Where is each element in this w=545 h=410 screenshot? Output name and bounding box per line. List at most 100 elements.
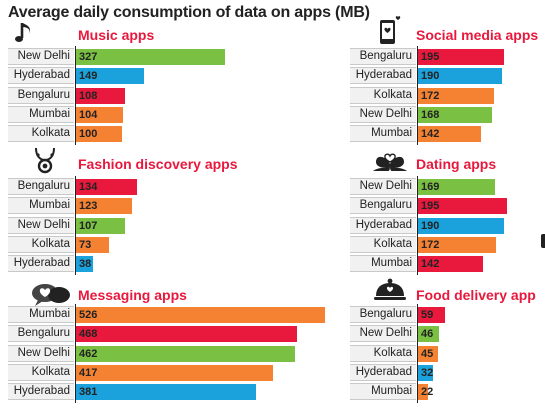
fashion-discovery-apps-label-hyderabad: Hyderabad [8,255,74,273]
social-media-apps-bar-hyderabad [418,68,502,85]
food-delivery-app-value-mumbai: 22 [421,386,434,399]
chat-heart-icon [30,282,72,313]
messaging-apps-label-bengaluru: Bengaluru [8,325,74,343]
dating-apps-label-new-delhi: New Delhi [350,178,416,195]
food-delivery-app-label-bengaluru: Bengaluru [350,306,416,323]
food-delivery-app-value-hyderabad: 32 [421,366,434,379]
messaging-apps-label-mumbai: Mumbai [8,306,74,323]
fashion-discovery-apps-value-bengaluru: 134 [79,181,98,193]
dating-apps-label-mumbai: Mumbai [350,255,416,273]
fashion-discovery-apps-bar-new-delhi [76,217,125,234]
messaging-apps-bar-kolkata [76,364,274,381]
social-media-apps-label-mumbai: Mumbai [350,125,416,143]
fashion-discovery-apps-value-mumbai: 123 [79,200,98,213]
social-media-apps-label-bengaluru: Bengaluru [350,48,416,65]
messaging-apps-bar-hyderabad [76,384,257,401]
social-media-apps-bar-new-delhi [418,106,493,123]
messaging-apps-title: Messaging apps [78,287,187,303]
fashion-discovery-apps-label-kolkata: Kolkata [8,235,74,253]
messaging-apps-value-new-delhi: 462 [79,347,98,360]
messaging-apps-value-bengaluru: 468 [79,328,98,341]
dating-apps-value-hyderabad: 190 [421,219,440,232]
food-delivery-app-bar-hyderabad [418,364,433,381]
fashion-discovery-apps-label-new-delhi: New Delhi [8,216,74,234]
fashion-discovery-apps-label-mumbai: Mumbai [8,197,74,215]
messaging-apps-value-hyderabad: 381 [79,386,98,399]
dating-apps-label-kolkata: Kolkata [350,235,416,253]
dating-apps-axis [417,176,418,275]
messaging-apps-label-new-delhi: New Delhi [8,344,74,362]
food-delivery-app-bar-new-delhi [418,326,439,343]
phone-heart-icon [374,14,404,51]
dating-apps-bar-hyderabad [418,217,505,234]
messaging-apps-value-mumbai: 526 [79,309,98,321]
dating-apps-value-mumbai: 142 [421,258,440,271]
fashion-discovery-apps-bar-bengaluru [76,179,137,195]
food-delivery-app-title: Food delivery app [416,287,536,303]
food-delivery-app-label-kolkata: Kolkata [350,344,416,362]
music-apps-label-mumbai: Mumbai [8,105,74,123]
food-delivery-app-bar-kolkata [418,345,439,362]
dating-apps-label-hyderabad: Hyderabad [350,216,416,234]
dating-apps-value-new-delhi: 169 [421,181,440,193]
social-media-apps-label-kolkata: Kolkata [350,86,416,104]
music-apps-value-bengaluru: 108 [79,89,98,102]
social-media-apps-label-hyderabad: Hyderabad [350,67,416,85]
dating-apps-bar-new-delhi [418,179,495,195]
food-delivery-app-label-hyderabad: Hyderabad [350,363,416,381]
music-apps-value-mumbai: 104 [79,108,98,121]
dating-apps-value-kolkata: 172 [421,238,440,251]
messaging-apps-value-kolkata: 417 [79,366,98,379]
social-media-apps-value-hyderabad: 190 [421,70,440,83]
dating-apps-bar-mumbai [418,256,483,273]
social-media-apps-value-kolkata: 172 [421,89,440,102]
messaging-apps-bar-mumbai [76,307,325,323]
music-apps-label-new-delhi: New Delhi [8,48,74,65]
fashion-discovery-apps-bar-mumbai [76,198,132,215]
social-media-apps-bar-mumbai [418,126,481,143]
swans-heart-icon [370,146,410,179]
dating-apps-label-bengaluru: Bengaluru [350,197,416,215]
social-media-apps-value-bengaluru: 195 [421,51,440,63]
music-apps-label-bengaluru: Bengaluru [8,86,74,104]
food-delivery-app-axis [417,304,418,403]
social-media-apps-bar-bengaluru [418,49,504,65]
music-apps-bar-bengaluru [76,87,126,104]
food-delivery-app-label-mumbai: Mumbai [350,383,416,401]
music-apps-bar-hyderabad [76,68,144,85]
social-media-apps-value-new-delhi: 168 [421,108,440,121]
dating-apps-bar-kolkata [418,236,497,253]
music-apps-label-kolkata: Kolkata [8,125,74,143]
music-apps-axis [75,46,76,145]
dating-apps-title: Dating apps [416,156,497,172]
food-cloche-icon [372,276,408,309]
music-apps-bar-new-delhi [76,49,225,65]
messaging-apps-label-hyderabad: Hyderabad [8,383,74,401]
messaging-apps-axis [75,304,76,403]
music-note-icon [12,20,40,51]
food-delivery-app-label-new-delhi: New Delhi [350,325,416,343]
fashion-discovery-apps-bar-kolkata [76,236,110,253]
edge-marker [541,234,545,248]
page-title: Average daily consumption of data on app… [8,4,370,21]
fashion-discovery-apps-title: Fashion discovery apps [78,156,238,172]
social-media-apps-label-new-delhi: New Delhi [350,105,416,123]
messaging-apps-label-kolkata: Kolkata [8,363,74,381]
music-apps-value-new-delhi: 327 [79,51,98,63]
food-delivery-app-bar-bengaluru [418,307,445,323]
social-media-apps-title: Social media apps [416,27,539,43]
music-apps-label-hyderabad: Hyderabad [8,67,74,85]
fashion-discovery-apps-bar-hyderabad [76,256,94,273]
music-apps-bar-kolkata [76,126,122,143]
fashion-discovery-apps-axis [75,176,76,275]
social-media-apps-axis [417,46,418,145]
social-media-apps-value-mumbai: 142 [421,128,440,141]
dating-apps-bar-bengaluru [418,198,507,215]
music-apps-title: Music apps [78,27,155,43]
food-delivery-app-value-kolkata: 45 [421,347,434,360]
social-media-apps-bar-kolkata [418,87,494,104]
food-delivery-app-value-bengaluru: 59 [421,309,434,321]
fashion-discovery-apps-label-bengaluru: Bengaluru [8,178,74,195]
messaging-apps-bar-new-delhi [76,345,295,362]
music-apps-value-kolkata: 100 [79,128,98,141]
